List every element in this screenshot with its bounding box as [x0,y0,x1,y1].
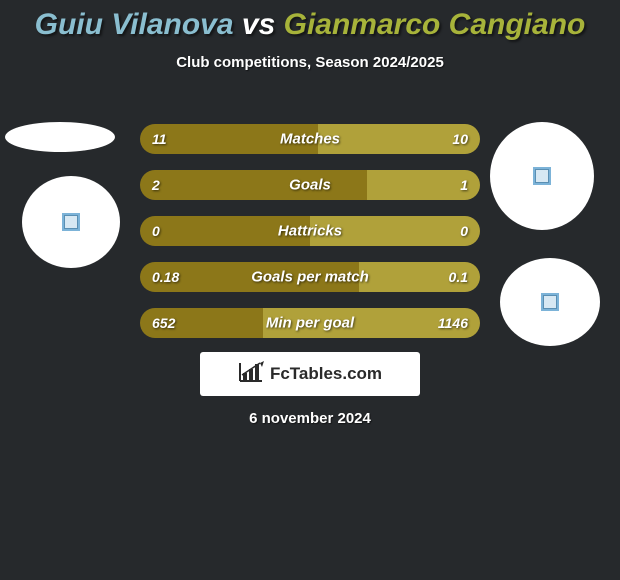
stat-value-left: 11 [152,131,167,147]
stat-bar-row: 652 1146 Min per goal [140,308,480,338]
stat-label: Matches [280,131,340,148]
stat-value-left: 2 [152,177,160,193]
player2-name: Gianmarco Cangiano [284,8,586,41]
stat-value-left: 652 [152,315,175,331]
vs-text: vs [242,8,275,41]
stat-bar-row: 11 10 Matches [140,124,480,154]
stat-value-right: 1146 [438,315,468,331]
player2-avatar-circle [490,122,594,230]
subtitle: Club competitions, Season 2024/2025 [0,54,620,71]
stat-value-left: 0 [152,223,160,239]
placeholder-image-icon [541,293,559,311]
comparison-title: Guiu Vilanova vs Gianmarco Cangiano [0,0,620,42]
date-text: 6 november 2024 [0,410,620,427]
stat-bar-left [140,170,367,200]
stat-value-right: 0 [460,223,468,239]
player1-avatar-circle [22,176,120,268]
stat-value-right: 0.1 [449,269,468,285]
stat-bar-row: 2 1 Goals [140,170,480,200]
stat-value-left: 0.18 [152,269,179,285]
stat-value-right: 1 [460,177,468,193]
logo-text: FcTables.com [270,364,382,384]
comparison-bars: 11 10 Matches 2 1 Goals 0 0 Hattricks 0.18 0.1 Goal… [140,124,480,354]
player2-club-circle [500,258,600,346]
stat-bar-row: 0 0 Hattricks [140,216,480,246]
stat-label: Hattricks [278,223,342,240]
placeholder-image-icon [533,167,551,185]
stat-label: Min per goal [266,315,354,332]
stat-label: Goals per match [251,269,369,286]
decor-ellipse-left [5,122,115,152]
stat-value-right: 10 [452,131,468,147]
stat-label: Goals [289,177,331,194]
player1-name: Guiu Vilanova [35,8,234,41]
fctables-logo: FcTables.com [200,352,420,396]
placeholder-image-icon [62,213,80,231]
stat-bar-row: 0.18 0.1 Goals per match [140,262,480,292]
bar-chart-icon [238,361,264,388]
